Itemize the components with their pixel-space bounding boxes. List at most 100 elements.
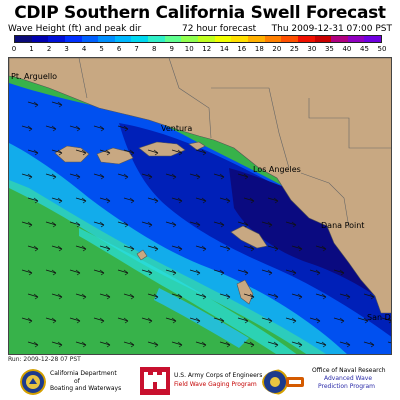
ocean-swell-streak-2 xyxy=(154,288,249,348)
swell-arrow xyxy=(165,221,177,228)
scale-tick-label: 10 xyxy=(184,45,194,53)
place-label-los-angeles: Los Angeles xyxy=(253,165,301,174)
swell-arrow xyxy=(123,197,135,204)
swell-arrow xyxy=(237,221,249,228)
scale-tick-label: 25 xyxy=(289,45,299,53)
california-seal-icon xyxy=(20,369,46,395)
scale-tick-label: 12 xyxy=(202,45,212,53)
navy-line-1: Office of Naval Research xyxy=(312,367,386,374)
army-line-1: U.S. Army Corps of Engineers xyxy=(174,372,263,379)
swell-arrow xyxy=(27,101,39,108)
scale-tick-label: 45 xyxy=(360,45,369,53)
swell-arrow xyxy=(75,197,87,204)
swell-arrow xyxy=(339,341,351,348)
swell-arrow xyxy=(51,245,63,252)
run-info: Run: 2009-12-28 07 PST xyxy=(8,356,81,363)
scale-tick-label: 2 xyxy=(46,45,52,53)
swell-arrow xyxy=(189,173,201,180)
swell-arrow xyxy=(339,293,351,300)
scale-swatch xyxy=(198,36,215,42)
swell-arrow xyxy=(21,221,33,228)
swell-arrow xyxy=(45,221,57,228)
swell-arrow xyxy=(27,197,39,204)
swell-arrow xyxy=(123,293,135,300)
swell-arrow xyxy=(285,317,297,324)
swell-arrow xyxy=(141,221,153,228)
valid-time: Thu 2009-12-31 07:00 PST xyxy=(271,24,392,34)
wave-height-label: Wave Height (ft) and peak dir xyxy=(8,24,142,34)
scale-tick-label: 18 xyxy=(254,45,264,53)
swell-arrow xyxy=(51,149,63,156)
swell-arrow xyxy=(27,149,39,156)
county-border xyxy=(211,87,290,169)
subtitle-row: Wave Height (ft) and peak dir 72 hour fo… xyxy=(8,24,396,35)
swell-map-canvas xyxy=(9,58,391,354)
color-scale-bar xyxy=(14,35,382,43)
swell-arrow xyxy=(315,293,327,300)
swell-arrow xyxy=(219,245,231,252)
swell-arrow xyxy=(195,245,207,252)
swell-arrow xyxy=(45,317,57,324)
island-san-miguel xyxy=(54,145,90,163)
swell-arrow xyxy=(93,125,105,132)
swell-arrow xyxy=(27,245,39,252)
scale-swatch xyxy=(314,36,332,42)
swell-arrow xyxy=(261,317,273,324)
swell-arrow xyxy=(99,245,111,252)
ocean-deep-shadow xyxy=(229,168,391,307)
scale-tick-label: 1 xyxy=(29,45,34,53)
scale-tick-label: 35 xyxy=(324,45,334,53)
navy-seal-icon xyxy=(262,369,304,395)
swell-arrow xyxy=(27,293,39,300)
swell-arrow xyxy=(93,317,105,324)
island-san-nicolas xyxy=(136,249,148,261)
swell-arrow xyxy=(309,317,321,324)
forecast-label: 72 hour forecast xyxy=(182,24,257,34)
swell-arrow xyxy=(333,317,345,324)
army-corps-castle-icon xyxy=(140,367,170,395)
scale-swatch xyxy=(264,36,282,42)
swell-arrow xyxy=(219,341,231,348)
ocean-swell-streak xyxy=(79,228,297,354)
sponsor-logos: California Department of Boating and Wat… xyxy=(0,363,400,400)
island-anacapa xyxy=(188,141,206,151)
swell-arrow xyxy=(285,269,297,276)
swell-arrow xyxy=(189,317,201,324)
scale-swatch xyxy=(98,36,115,42)
swell-arrow xyxy=(117,317,129,324)
county-border xyxy=(308,98,391,149)
swell-arrow xyxy=(243,293,255,300)
swell-arrow xyxy=(147,293,159,300)
swell-arrow xyxy=(69,221,81,228)
swell-arrow xyxy=(357,317,369,324)
scale-tick-label: 0 xyxy=(11,45,17,53)
scale-tick-label: 9 xyxy=(169,45,174,53)
swell-arrow xyxy=(195,293,207,300)
swell-arrow xyxy=(333,269,345,276)
swell-arrow xyxy=(267,197,279,204)
swell-arrow xyxy=(237,317,249,324)
swell-map: Pt. Arguello Ventura Los Angeles Dana Po… xyxy=(8,57,392,355)
map-title: CDIP Southern California Swell Forecast xyxy=(14,3,386,23)
scale-tick-label: 16 xyxy=(237,45,247,53)
swell-arrow xyxy=(171,245,183,252)
swell-arrow xyxy=(117,173,129,180)
swell-arrow xyxy=(93,221,105,228)
swell-arrow xyxy=(51,341,63,348)
scale-swatch xyxy=(81,36,99,42)
swell-arrow xyxy=(21,269,33,276)
swell-arrow xyxy=(147,197,159,204)
swell-arrow xyxy=(243,341,255,348)
swell-arrow xyxy=(117,221,129,228)
swell-arrow xyxy=(267,245,279,252)
swell-arrow xyxy=(213,221,225,228)
swell-arrow xyxy=(147,341,159,348)
scale-swatch xyxy=(15,36,32,42)
swell-arrow xyxy=(141,173,153,180)
swell-arrow xyxy=(45,125,57,132)
swell-arrow xyxy=(267,293,279,300)
place-label-dana-point: Dana Point xyxy=(321,221,365,230)
scale-tick-label: 14 xyxy=(219,45,229,53)
swell-direction-arrows xyxy=(21,101,391,348)
scale-tick-label: 4 xyxy=(81,45,87,53)
